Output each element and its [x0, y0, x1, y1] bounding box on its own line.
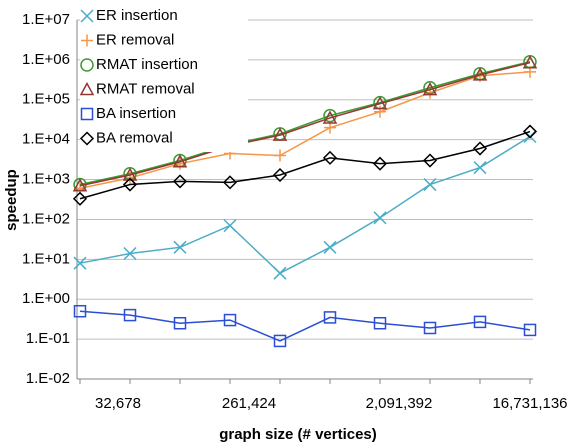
- legend-label: BA insertion: [96, 105, 176, 122]
- legend-marker: [80, 9, 94, 23]
- legend-label: RMAT removal: [96, 80, 195, 97]
- point: [272, 167, 288, 183]
- series-line: [79, 60, 531, 186]
- x-axis-label: graph size (# vertices): [219, 426, 377, 443]
- point: [523, 323, 537, 337]
- point: [372, 96, 388, 110]
- y-tick-label: 1.E+00: [22, 290, 70, 307]
- y-tick-label: 1.E+03: [22, 171, 70, 188]
- point: [373, 211, 387, 225]
- y-tick-label: 1.E+07: [22, 11, 70, 28]
- point: [322, 150, 338, 165]
- point: [323, 240, 337, 254]
- point: [322, 110, 338, 124]
- y-axis-label: speedup: [3, 169, 20, 231]
- x-tick-label: 261,424: [222, 395, 276, 412]
- point: [172, 154, 188, 168]
- point: [272, 127, 288, 141]
- point: [122, 167, 138, 181]
- point: [372, 156, 388, 171]
- point: [73, 256, 87, 270]
- point: [173, 316, 187, 330]
- point: [323, 311, 337, 324]
- series-line: [79, 135, 531, 275]
- point: [72, 191, 88, 206]
- x-tick-label: 16,731,136: [492, 395, 567, 412]
- point: [473, 315, 487, 329]
- legend-marker: [80, 107, 94, 121]
- point: [373, 316, 387, 330]
- point: [473, 161, 487, 175]
- point: [522, 124, 538, 139]
- point: [423, 178, 437, 192]
- point: [223, 219, 237, 233]
- legend-marker: [81, 34, 93, 47]
- y-tick-label: 1.E+06: [22, 51, 70, 68]
- point: [472, 141, 488, 156]
- legend-marker: [80, 58, 94, 72]
- point: [374, 105, 386, 118]
- point: [472, 67, 488, 81]
- point: [72, 178, 88, 192]
- legend-label: RMAT insertion: [96, 56, 198, 73]
- legend-label: BA removal: [96, 129, 173, 146]
- point: [123, 246, 137, 261]
- series-line: [79, 310, 531, 342]
- legend-box: [80, 2, 248, 152]
- point: [273, 334, 287, 348]
- point: [222, 175, 238, 190]
- point: [273, 266, 287, 280]
- legend-marker: [79, 131, 95, 146]
- point: [173, 240, 187, 254]
- point: [423, 321, 437, 335]
- point: [223, 313, 237, 327]
- point: [422, 82, 438, 96]
- point: [122, 177, 138, 192]
- point: [274, 149, 286, 162]
- y-tick-label: 1.E+05: [22, 91, 70, 108]
- series-line: [79, 71, 531, 190]
- y-tick-label: 1.E-02: [26, 370, 70, 387]
- legend-marker: [79, 81, 95, 96]
- y-tick-label: 1.E+01: [22, 250, 70, 267]
- x-tick-label: 2,091,392: [366, 395, 433, 412]
- point: [172, 174, 188, 189]
- x-tick-label: 32,678: [95, 395, 141, 412]
- series-line: [79, 61, 531, 187]
- point: [422, 153, 438, 168]
- point: [73, 304, 87, 318]
- y-tick-label: 1.E+04: [22, 131, 70, 148]
- point: [522, 55, 538, 69]
- y-tick-label: 1.E-01: [26, 330, 70, 347]
- y-tick-label: 1.E+02: [22, 210, 70, 227]
- legend-label: ER insertion: [96, 7, 178, 24]
- series-line: [79, 130, 531, 200]
- legend-label: ER removal: [96, 31, 174, 48]
- point: [123, 308, 137, 322]
